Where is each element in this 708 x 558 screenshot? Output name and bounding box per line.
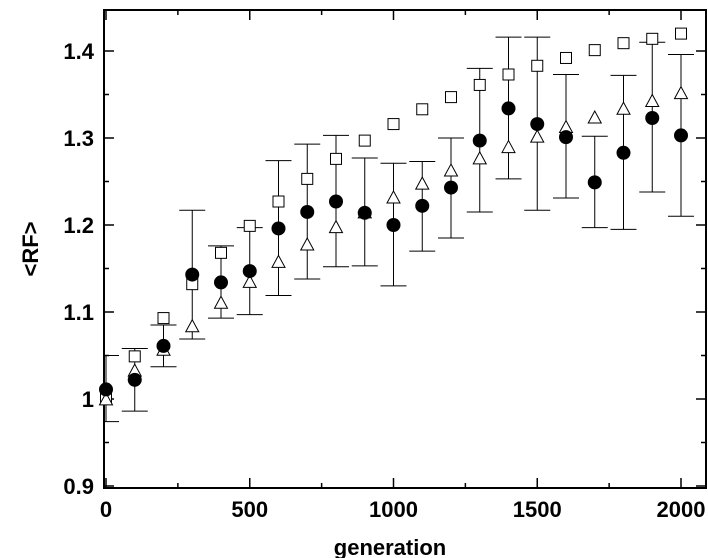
- triangle-marker: [213, 295, 229, 309]
- triangle-marker: [299, 236, 315, 251]
- circle-marker: [444, 180, 458, 195]
- square-marker: [588, 44, 601, 57]
- square-marker: [675, 27, 687, 40]
- circle-marker: [616, 145, 631, 160]
- circle-marker: [415, 198, 430, 213]
- circle-marker: [530, 117, 545, 132]
- circle-marker: [185, 267, 200, 282]
- circle-marker: [329, 194, 343, 209]
- square-marker: [617, 37, 630, 50]
- x-tick-label: 0: [100, 497, 112, 522]
- square-marker: [646, 32, 659, 45]
- triangle-marker: [271, 254, 286, 268]
- triangle-marker: [386, 189, 401, 204]
- y-tick-label: 1: [82, 387, 94, 412]
- tick-labels: 0 500 1000 1500 2000 0.9 1 1.1 1.2 1.3 1.4: [63, 39, 705, 522]
- triangle-marker: [328, 219, 344, 234]
- circle-marker: [99, 382, 113, 397]
- y-tick-label: 0.9: [63, 474, 94, 499]
- square-marker: [157, 312, 170, 325]
- circle-marker: [386, 218, 401, 232]
- error-bars: [105, 36, 694, 423]
- circle-marker: [242, 264, 257, 279]
- square-marker: [243, 219, 256, 232]
- square-marker: [387, 118, 400, 131]
- square-marker: [215, 246, 227, 259]
- square-marker: [272, 195, 285, 208]
- circle-marker: [674, 128, 688, 143]
- triangle-marker: [443, 163, 459, 177]
- circle-marker: [587, 175, 602, 190]
- square-marker: [330, 152, 342, 165]
- square-marker: [301, 172, 314, 185]
- square-marker: [502, 68, 515, 81]
- axis-ticks: [104, 10, 706, 488]
- square-marker: [531, 59, 544, 72]
- circle-marker: [472, 133, 487, 148]
- y-axis-title: <RF>: [18, 221, 43, 276]
- triangle-marker: [616, 101, 631, 115]
- triangle-marker: [644, 93, 660, 107]
- circle-marker: [271, 221, 286, 236]
- x-tick-label: 2000: [657, 497, 706, 522]
- square-marker: [560, 51, 572, 64]
- data-markers: [98, 27, 689, 406]
- triangle-marker: [501, 139, 516, 154]
- circle-marker: [214, 275, 228, 290]
- x-tick-label: 1500: [513, 497, 562, 522]
- triangle-marker: [529, 129, 545, 143]
- triangle-marker: [98, 391, 114, 406]
- square-marker: [473, 78, 486, 91]
- triangle-marker: [673, 85, 689, 100]
- square-marker: [358, 134, 371, 147]
- circle-marker: [559, 130, 573, 145]
- y-tick-label: 1.2: [63, 213, 94, 238]
- square-marker: [445, 91, 457, 104]
- circle-marker: [501, 101, 516, 116]
- square-marker: [416, 103, 429, 116]
- triangle-marker: [587, 109, 603, 124]
- y-tick-label: 1.3: [63, 126, 94, 151]
- triangle-marker: [242, 274, 258, 288]
- circle-marker: [357, 205, 372, 220]
- x-axis-title: generation: [334, 535, 446, 558]
- x-tick-label: 500: [231, 497, 268, 522]
- y-tick-label: 1.1: [63, 300, 94, 325]
- triangle-marker: [472, 150, 488, 165]
- triangle-marker: [184, 318, 200, 333]
- y-tick-label: 1.4: [63, 39, 94, 64]
- circle-marker: [156, 338, 171, 353]
- plot-frame: [103, 9, 707, 489]
- square-marker: [128, 350, 141, 363]
- circle-marker: [645, 110, 660, 125]
- circle-marker: [127, 372, 142, 387]
- x-tick-label: 1000: [369, 497, 418, 522]
- circle-marker: [300, 204, 315, 219]
- triangle-marker: [414, 176, 430, 190]
